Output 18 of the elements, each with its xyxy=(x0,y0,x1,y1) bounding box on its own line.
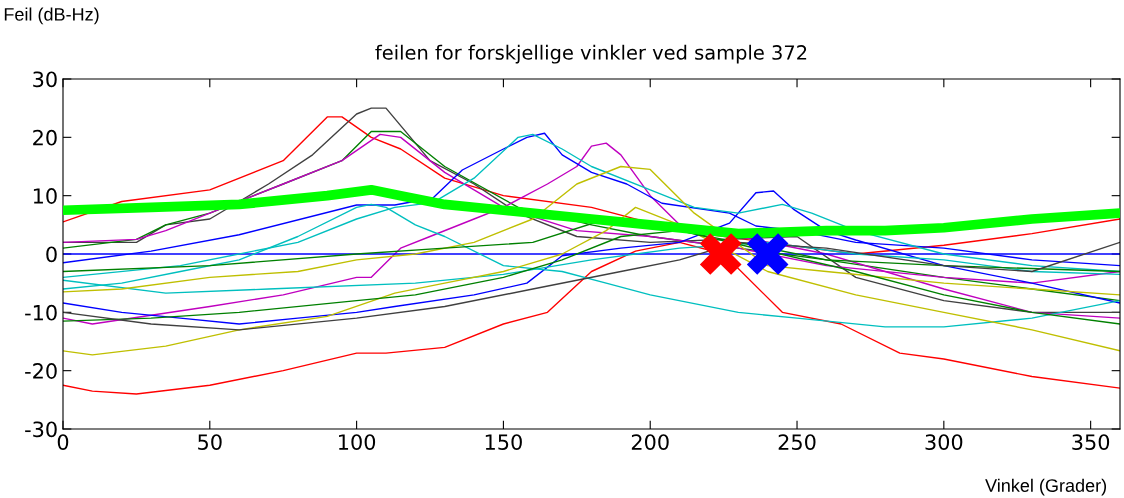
y-tick-label: 30 xyxy=(33,71,57,88)
chart-title: feilen for forskjellige vinkler ved sample 372 xyxy=(375,44,807,64)
x-tick-label: 200 xyxy=(631,434,669,450)
y-tick-label: -30 xyxy=(25,421,57,438)
y-tick-label: 20 xyxy=(33,129,57,146)
x-tick-label: 50 xyxy=(198,434,222,450)
x-tick-label: 150 xyxy=(485,434,522,450)
x-tick-label: 250 xyxy=(778,434,816,450)
x-tick-label: 350 xyxy=(1072,434,1110,450)
y-tick-label: -10 xyxy=(25,304,57,321)
y-tick-label: -20 xyxy=(25,363,57,379)
x-tick-label: 0 xyxy=(57,434,69,450)
y-tick-label: 10 xyxy=(33,188,57,204)
y-tick-label: 0 xyxy=(46,246,57,263)
x-tick-label: 100 xyxy=(339,434,376,450)
x-axis-title: Vinkel (Grader) xyxy=(985,478,1107,496)
x-tick-label: 300 xyxy=(925,434,963,450)
y-axis-title: Feil (dB-Hz) xyxy=(4,7,99,25)
